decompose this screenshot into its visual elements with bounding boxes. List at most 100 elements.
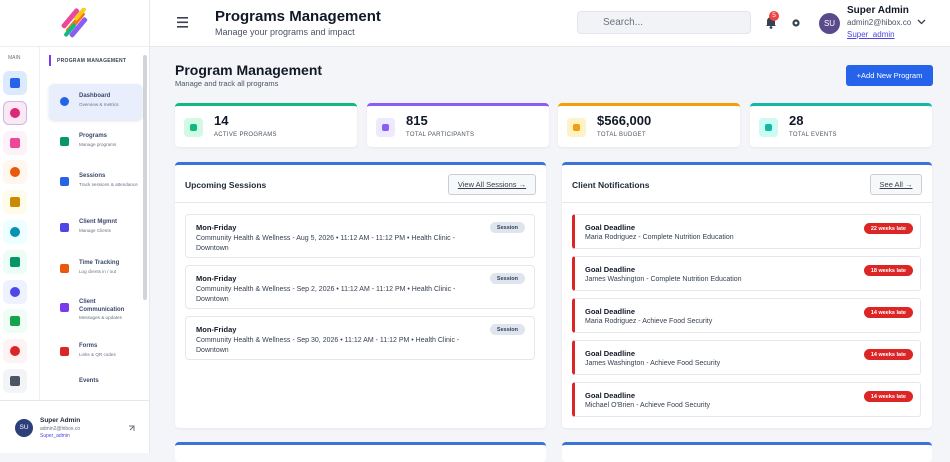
notification-badge: 14 weeks late [863, 391, 913, 402]
session-card[interactable]: Mon-Friday Community Health & Wellness - … [185, 265, 535, 309]
nav-title: Programs Manage programs [79, 133, 139, 147]
nav-subtitle: Messages & updates [79, 315, 122, 320]
nav-item[interactable]: Sessions Track sessions & attendance [49, 164, 142, 200]
nav-item[interactable]: Events [49, 369, 142, 400]
header-title: Programs Management [215, 8, 381, 25]
notification-badge: 18 weeks late [863, 265, 913, 276]
rail-icon[interactable] [3, 160, 27, 185]
notifications-panel: Client Notifications See All → Goal Dead… [562, 162, 932, 428]
rail-icon[interactable] [3, 279, 27, 304]
rail-glyph [10, 197, 20, 208]
stat-icon [184, 118, 203, 137]
divider [562, 202, 932, 203]
stat-glyph [190, 124, 197, 131]
section-marker [49, 55, 51, 66]
nav-item[interactable]: Time Tracking Log clients in / out [49, 251, 142, 287]
notification-title: Goal Deadline [585, 349, 636, 358]
notification-card[interactable]: Goal Deadline Maria Rodriguez - Achieve F… [572, 298, 921, 333]
section-title: PROGRAM MANAGEMENT [57, 58, 127, 64]
rail-glyph [10, 227, 20, 237]
panel-next [175, 442, 546, 462]
stat-icon [376, 118, 395, 137]
user-menu-chevron[interactable] [917, 19, 926, 25]
top-bar: Programs Management Manage your programs… [150, 0, 950, 47]
nav-title: Sessions Track sessions & attendance [79, 173, 138, 187]
notification-title: Goal Deadline [585, 307, 636, 316]
view-all-sessions[interactable]: View All Sessions → [448, 174, 536, 195]
notification-detail: Maria Rodriguez - Complete Nutrition Edu… [585, 234, 734, 241]
notification-detail: Maria Rodriguez - Achieve Food Security [585, 318, 713, 325]
rail-icon[interactable] [3, 100, 27, 125]
icon-rail: MAIN [0, 47, 40, 400]
nav-item[interactable]: Dashboard Overview & metrics [49, 84, 142, 120]
stat-label: TOTAL EVENTS [789, 132, 837, 138]
rail-icon[interactable] [3, 190, 27, 215]
add-program-button[interactable]: +Add New Program [846, 65, 933, 86]
logo[interactable] [58, 8, 90, 38]
notification-badge: 5 [769, 11, 779, 21]
nav-subtitle: Log clients in / out [79, 268, 117, 274]
nav-item[interactable]: Client Mgmnt Manage Clients [49, 210, 142, 246]
stat-card: 14 ACTIVE PROGRAMS [175, 103, 357, 147]
sidebar-user-role[interactable]: Super_admin [40, 433, 70, 439]
nav-title: Events [79, 378, 99, 384]
nav-icon [60, 223, 69, 232]
stat-value: 28 [789, 113, 804, 128]
notification-card[interactable]: Goal Deadline Maria Rodriguez - Complete … [572, 214, 921, 249]
see-all-notifications[interactable]: See All → [870, 174, 922, 195]
stat-label: TOTAL BUDGET [597, 132, 646, 138]
notification-card[interactable]: Goal Deadline James Washington - Complete… [572, 256, 921, 291]
session-badge: Session [489, 222, 525, 233]
nav-item[interactable]: Forms Links & QR codes [49, 334, 142, 370]
scrollbar [143, 55, 147, 300]
nav-title: Time Tracking Log clients in / out [79, 260, 139, 274]
notification-card[interactable]: Goal Deadline James Washington - Achieve … [572, 340, 921, 375]
nav-item[interactable]: Client Communication Messages & updates [49, 290, 142, 326]
nav-title: Dashboard Overview & metrics [79, 93, 139, 107]
sessions-panel: Upcoming Sessions View All Sessions → Mo… [175, 162, 546, 428]
settings-icon[interactable] [791, 18, 801, 28]
stat-card: $566,000 TOTAL BUDGET [558, 103, 740, 147]
rail-glyph [10, 137, 20, 148]
search-box[interactable]: Search... [577, 11, 751, 34]
rail-glyph [10, 376, 20, 386]
user-role[interactable]: Super_admin [847, 30, 895, 39]
nav-subtitle: Links & QR codes [79, 351, 116, 357]
session-detail: Community Health & Wellness - Sep 30, 20… [196, 337, 460, 354]
rail-glyph [10, 346, 20, 357]
divider [175, 202, 546, 203]
stat-value: $566,000 [597, 113, 652, 128]
rail-glyph [10, 107, 20, 118]
rail-icon[interactable] [3, 369, 27, 393]
rail-icon[interactable] [3, 339, 27, 364]
stat-glyph [573, 124, 580, 131]
session-card[interactable]: Mon-Friday Community Health & Wellness - … [185, 316, 535, 360]
rail-icon[interactable] [3, 220, 27, 244]
logo-area [0, 0, 150, 47]
rail-icon[interactable] [3, 130, 27, 155]
menu-toggle[interactable] [177, 17, 189, 28]
stat-value: 14 [214, 113, 229, 128]
stat-glyph [382, 124, 389, 131]
user-name: Super Admin [847, 5, 909, 16]
stat-value: 815 [406, 113, 428, 128]
rail-icon[interactable] [3, 71, 27, 95]
user-avatar[interactable]: SU [819, 13, 840, 34]
nav-item[interactable]: Programs Manage programs [49, 124, 142, 160]
notification-detail: James Washington - Complete Nutrition Ed… [585, 276, 742, 283]
notification-card[interactable]: Goal Deadline Michael O'Brien - Achieve F… [572, 382, 921, 417]
nav-subtitle: Overview & metrics [79, 101, 119, 107]
panel-title: Upcoming Sessions [185, 180, 267, 190]
notification-detail: Michael O'Brien - Achieve Food Security [585, 402, 711, 409]
session-badge: Session [489, 273, 525, 284]
rail-label: MAIN [8, 55, 21, 61]
session-card[interactable]: Mon-Friday Community Health & Wellness - … [185, 214, 535, 258]
rail-icon[interactable] [3, 309, 27, 334]
sidebar-user-name: Super Admin [40, 417, 81, 424]
logout-icon[interactable] [128, 425, 135, 432]
session-title: Mon-Friday [196, 223, 237, 232]
session-badge: Session [489, 324, 525, 335]
rail-icon[interactable] [3, 249, 27, 274]
notification-title: Goal Deadline [585, 223, 636, 232]
notification-title: Goal Deadline [585, 391, 636, 400]
